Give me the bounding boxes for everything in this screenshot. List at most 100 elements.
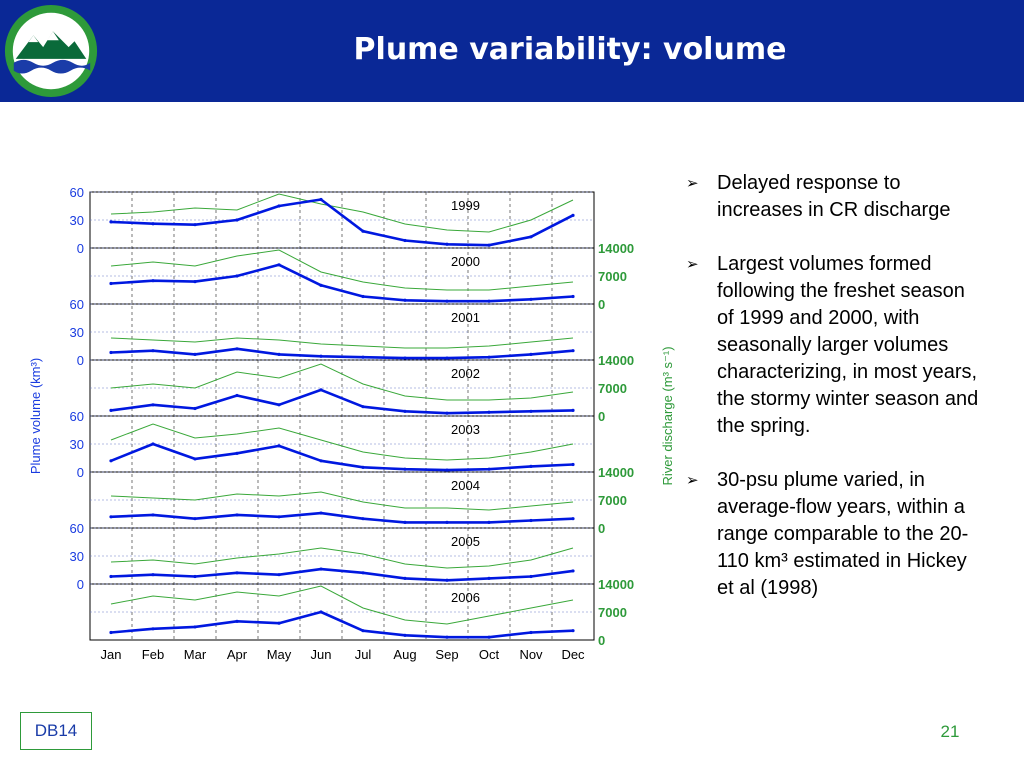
volume-point-2004 <box>403 520 407 524</box>
year-label-1999: 1999 <box>451 198 480 213</box>
volume-point-2003 <box>445 468 449 472</box>
discharge-tick-label: 0 <box>598 297 605 312</box>
volume-line-1999 <box>110 198 574 247</box>
month-tick-label: Jul <box>355 647 372 662</box>
discharge-line-2000 <box>110 249 574 291</box>
volume-point-1999 <box>109 220 113 224</box>
volume-point-2003 <box>361 465 365 469</box>
volume-point-2003 <box>277 444 281 448</box>
volume-point-2003 <box>235 451 239 455</box>
volume-point-2006 <box>277 621 281 625</box>
plume-volume-chart: 1999 60 30 0 2000 14000 7000 0 2001 60 30 0 2002 1400… <box>28 185 675 662</box>
volume-tick-label: 30 <box>70 437 84 452</box>
volume-point-2000 <box>361 294 365 299</box>
volume-point-2005 <box>403 576 407 580</box>
month-tick-label: Feb <box>142 647 164 662</box>
volume-point-2004 <box>193 517 197 521</box>
discharge-line-2002 <box>110 363 574 401</box>
volume-point-2001 <box>571 349 575 353</box>
volume-point-2003 <box>193 457 197 461</box>
volume-point-1999 <box>361 229 365 233</box>
volume-tick-label: 0 <box>77 577 84 592</box>
volume-point-2002 <box>235 393 239 398</box>
footer-label: DB14 <box>20 712 92 750</box>
mountain-logo-icon <box>4 4 98 98</box>
volume-point-1999 <box>193 223 197 227</box>
volume-point-2005 <box>361 571 365 575</box>
month-tick-label: Mar <box>184 647 207 662</box>
volume-point-2001 <box>235 347 239 351</box>
year-label-2005: 2005 <box>451 534 480 549</box>
volume-point-1999 <box>487 243 491 247</box>
month-tick-label: Dec <box>561 647 585 662</box>
volume-point-2005 <box>193 574 197 579</box>
bullet-item: ➢ Largest volumes formed following the fr… <box>686 251 986 440</box>
volume-point-2004 <box>277 515 281 519</box>
year-label-2002: 2002 <box>451 366 480 381</box>
volume-point-2002 <box>529 409 533 413</box>
volume-line-2006 <box>110 610 574 639</box>
volume-point-2000 <box>277 263 281 267</box>
volume-point-2000 <box>571 294 575 299</box>
volume-point-2001 <box>529 352 533 356</box>
month-tick-label: Apr <box>227 647 248 662</box>
volume-point-2006 <box>109 630 113 635</box>
volume-point-2005 <box>529 574 533 579</box>
volume-point-2003 <box>403 467 407 471</box>
page-number: 21 <box>940 722 960 741</box>
volume-point-2002 <box>319 388 323 392</box>
year-label-2000: 2000 <box>451 254 480 269</box>
discharge-line-2006 <box>110 585 574 625</box>
volume-point-2004 <box>319 511 323 515</box>
y-axis-label: Plume volume (km³) <box>28 358 43 474</box>
bullet-item: ➢ Delayed response to increases in CR dis… <box>686 170 986 224</box>
slide-header: Plume variability: volume <box>0 0 1024 102</box>
volume-line-2004 <box>110 511 574 524</box>
volume-line-2002 <box>110 388 574 415</box>
volume-point-2004 <box>361 517 365 521</box>
volume-point-2006 <box>319 610 323 614</box>
volume-point-2003 <box>151 442 155 446</box>
volume-point-2003 <box>571 462 575 467</box>
volume-point-2002 <box>403 409 407 413</box>
page-title: Plume variability: volume <box>353 32 787 67</box>
discharge-tick-label: 0 <box>598 409 605 424</box>
volume-point-1999 <box>445 242 449 246</box>
volume-point-2002 <box>487 410 491 414</box>
volume-tick-label: 60 <box>70 409 84 424</box>
volume-point-2005 <box>445 578 449 582</box>
volume-point-2001 <box>151 349 155 353</box>
discharge-tick-label: 7000 <box>598 493 627 508</box>
volume-point-2002 <box>445 411 449 415</box>
volume-point-2001 <box>319 354 323 358</box>
volume-point-2006 <box>403 633 407 637</box>
volume-point-2006 <box>529 630 533 635</box>
arrow-bullet-icon: ➢ <box>686 175 699 192</box>
volume-line-2000 <box>110 263 574 303</box>
volume-point-2006 <box>571 629 575 633</box>
arrow-bullet-icon: ➢ <box>686 256 699 273</box>
volume-point-2003 <box>319 459 323 463</box>
volume-point-2002 <box>571 408 575 412</box>
volume-point-2006 <box>445 635 449 639</box>
volume-point-2004 <box>109 515 113 519</box>
volume-point-2001 <box>277 352 281 356</box>
volume-point-2006 <box>151 627 155 631</box>
volume-point-2006 <box>235 619 239 623</box>
volume-point-2003 <box>487 467 491 471</box>
volume-point-2006 <box>193 625 197 629</box>
volume-point-1999 <box>319 197 323 202</box>
arrow-bullet-icon: ➢ <box>686 472 699 489</box>
volume-point-2002 <box>361 405 365 409</box>
volume-point-2003 <box>529 464 533 468</box>
volume-point-2005 <box>109 574 113 579</box>
volume-point-2005 <box>571 569 575 573</box>
volume-point-2002 <box>193 406 197 411</box>
volume-point-2000 <box>403 298 407 302</box>
discharge-line-2004 <box>110 491 574 511</box>
discharge-tick-label: 14000 <box>598 353 634 368</box>
y-axis-right-label: River discharge (m³ s⁻¹) <box>660 346 675 485</box>
volume-point-2005 <box>319 567 323 571</box>
volume-point-2000 <box>529 297 533 301</box>
volume-tick-label: 30 <box>70 549 84 564</box>
